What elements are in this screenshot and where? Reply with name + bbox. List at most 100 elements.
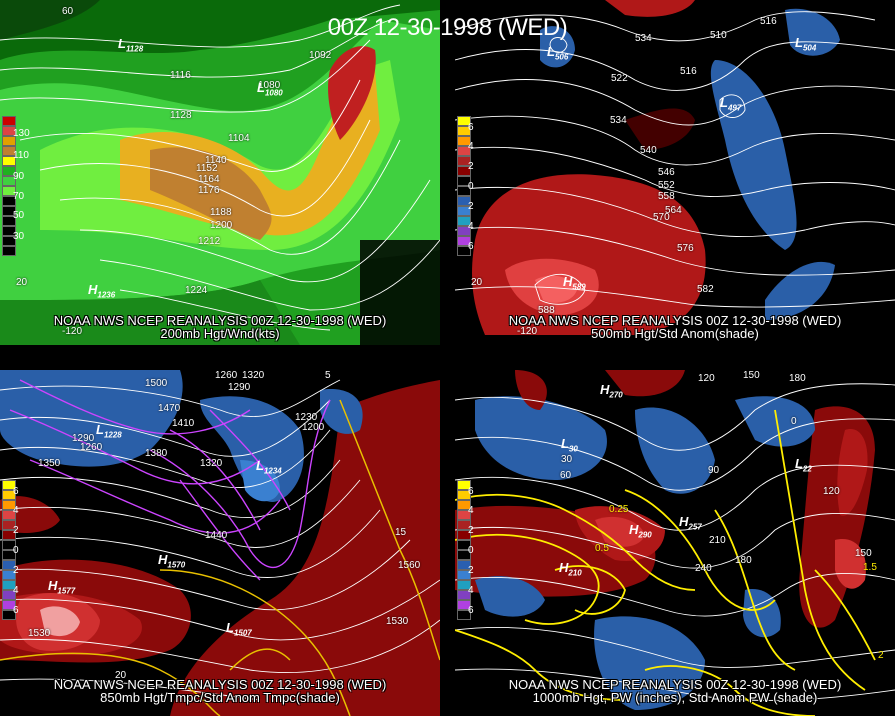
contour-label: 240 xyxy=(695,563,712,574)
contour-label: 1470 xyxy=(158,403,181,414)
contour-label: 15 xyxy=(395,527,407,538)
contour-label: 1092 xyxy=(309,50,332,61)
contour-label: 1530 xyxy=(386,616,409,627)
contour-label: 1380 xyxy=(145,448,168,459)
contour-label: 1260 xyxy=(215,370,238,381)
contour-label: 1140 xyxy=(205,155,227,166)
high-center: H589 xyxy=(563,274,586,292)
contour-label: 180 xyxy=(735,555,752,566)
map-1000mb xyxy=(455,370,895,716)
scale-label: 4 xyxy=(468,141,474,152)
contour-label: 1320 xyxy=(200,458,223,469)
map-850mb xyxy=(0,370,440,716)
panel-source: NOAA NWS NCEP REANALYSIS 00Z 12-30-1998 … xyxy=(508,677,842,692)
contour-label: 1200 xyxy=(302,422,325,433)
contour-label: 20 xyxy=(115,670,127,681)
scale-label: 6 xyxy=(468,241,474,252)
panel-caption: 500mb Hgt/Std Anom(shade) xyxy=(591,326,759,341)
contour-label: -120 xyxy=(517,326,538,337)
contour-label: 150 xyxy=(743,370,760,381)
contour-label: 1290 xyxy=(228,382,251,393)
scale-label: 2 xyxy=(468,201,474,212)
high-center: H290 xyxy=(629,522,652,540)
contour-label: 120 xyxy=(823,486,840,497)
low-center: L506 xyxy=(547,44,569,62)
contour-label: 1290 xyxy=(72,433,95,444)
contour-label: 588 xyxy=(538,305,555,316)
contour-label: 558 xyxy=(658,191,675,202)
contour-label: 1440 xyxy=(205,530,228,541)
contour-label: 552 xyxy=(658,180,675,191)
contour-label: 1320 xyxy=(242,370,265,381)
contour-label: 0 xyxy=(791,416,797,427)
contour-label: 0.25 xyxy=(609,504,629,515)
contour-label: 2 xyxy=(878,650,884,661)
low-center: L1228 xyxy=(96,422,122,440)
contour-label: 20 xyxy=(16,277,28,288)
contour-label: 522 xyxy=(611,73,628,84)
high-center: H210 xyxy=(559,560,582,578)
contour-label: 546 xyxy=(658,167,675,178)
contour-label: 0.5 xyxy=(595,543,609,554)
contour-label: 1.5 xyxy=(863,562,877,573)
contour-label: 534 xyxy=(635,33,652,44)
wind-color-scale xyxy=(2,116,16,256)
contour-label: 1260 xyxy=(80,442,103,453)
map-500mb xyxy=(455,0,895,345)
high-center: H1236 xyxy=(88,282,116,300)
panel-caption: 1000mb Hgt, PW (inches), Std Anom PW (sh… xyxy=(532,690,818,705)
panel-caption: 200mb Hgt/Wnd(kts) xyxy=(160,326,280,341)
anom-color-scale xyxy=(457,116,471,256)
scale-label: 0 xyxy=(468,181,474,192)
panel-200mb: 130 110 90 70 50 30 60 1128 1116 1104 10… xyxy=(0,0,440,345)
contour-label: 60 xyxy=(62,6,74,17)
high-center: H1570 xyxy=(158,552,186,570)
contour-label: 1212 xyxy=(198,236,221,247)
contour-label: 1200 xyxy=(210,220,233,231)
scale-label: 4 xyxy=(468,221,474,232)
contour-label: 60 xyxy=(560,470,572,481)
contour-label: 510 xyxy=(710,30,727,41)
scale-label: 90 xyxy=(13,171,25,182)
scale-label: 4 xyxy=(468,585,474,596)
scale-label: 2 xyxy=(468,565,474,576)
contour-label: 1164 xyxy=(198,174,220,185)
contour-label: 1560 xyxy=(398,560,421,571)
contour-label: 1350 xyxy=(38,458,61,469)
contour-label: 20 xyxy=(471,277,483,288)
high-center: H257 xyxy=(679,514,702,532)
scale-label: 2 xyxy=(13,565,19,576)
contour-label: 516 xyxy=(760,16,777,27)
panel-source: NOAA NWS NCEP REANALYSIS 00Z 12-30-1998 … xyxy=(53,677,387,692)
low-center: L30 xyxy=(561,436,578,454)
contour-label: 150 xyxy=(855,548,872,559)
scale-label: 2 xyxy=(468,525,474,536)
scale-label: 110 xyxy=(13,150,29,161)
low-center: L1128 xyxy=(118,36,144,54)
panel-850mb: 6 4 2 0 2 4 6 1500 1260 1320 1290 1470 1… xyxy=(0,370,440,716)
contour-label: 1176 xyxy=(198,185,220,196)
contour-label: 120 xyxy=(698,373,715,384)
low-center: L1234 xyxy=(256,458,282,476)
low-center: L1080 xyxy=(257,80,283,98)
scale-label: 2 xyxy=(468,161,474,172)
contour-label: 180 xyxy=(789,373,806,384)
low-center: L22 xyxy=(795,456,812,474)
contour-label: 582 xyxy=(697,284,714,295)
scale-label: 4 xyxy=(13,585,19,596)
scale-label: 6 xyxy=(13,486,19,497)
contour-label: 516 xyxy=(680,66,697,77)
contour-label: 576 xyxy=(677,243,694,254)
scale-label: 2 xyxy=(13,525,19,536)
scale-label: 50 xyxy=(13,210,25,221)
contour-label: 564 xyxy=(665,205,682,216)
scale-label: 6 xyxy=(13,605,19,616)
panel-500mb: 6 4 2 0 2 4 6 534 516 510 516 522 534 54… xyxy=(455,0,895,345)
anom-color-scale xyxy=(2,480,16,620)
contour-label: 1104 xyxy=(228,133,250,144)
scale-label: 4 xyxy=(468,505,474,516)
contour-label: 1224 xyxy=(185,285,208,296)
contour-label: 30 xyxy=(561,454,573,465)
contour-label: 5 xyxy=(325,370,331,381)
scale-label: 0 xyxy=(13,545,19,556)
